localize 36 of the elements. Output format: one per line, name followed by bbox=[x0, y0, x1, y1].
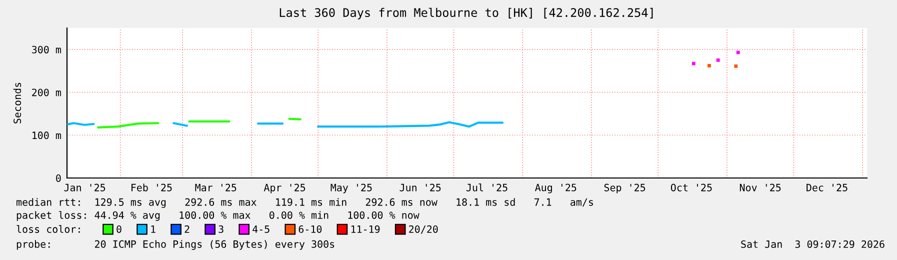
x-tick-label: Aug '25 bbox=[535, 184, 576, 194]
legend-label: 20/20 bbox=[409, 225, 438, 234]
x-tick-label: Mar '25 bbox=[195, 184, 236, 192]
y-tick-label: 200 m bbox=[32, 88, 61, 96]
point bbox=[716, 58, 720, 62]
legend-label: 11-19 bbox=[351, 225, 380, 233]
chart-title: Last 360 Days from Melbourne to [HK] [42.200.162.254] bbox=[280, 8, 653, 20]
legend-label: 2 bbox=[184, 225, 190, 233]
legend-label: 0 bbox=[116, 225, 122, 233]
x-tick-label: Jul '25 bbox=[466, 184, 508, 192]
point bbox=[708, 64, 711, 68]
text: packet loss: 44.94 % avg 100.00 % max 0.00 % min 100.00 % now bbox=[16, 211, 420, 221]
legend-title: loss color: bbox=[16, 225, 80, 233]
y-tick-label: 300 m bbox=[32, 46, 61, 54]
x-tick-label: Sep '25 bbox=[604, 184, 646, 194]
point bbox=[736, 50, 740, 54]
legend-label: 3 bbox=[218, 225, 224, 233]
y-tick-label: 0 bbox=[56, 174, 61, 182]
x-tick-label: Nov '25 bbox=[740, 184, 781, 192]
point bbox=[734, 64, 738, 68]
x-tick-label: Feb '25 bbox=[132, 184, 172, 192]
x-tick-label: Jan '25 bbox=[64, 184, 106, 192]
text: Sat Jan 3 09:07:29 2026 bbox=[741, 240, 884, 248]
y-tick-label: 100 m bbox=[32, 132, 61, 140]
x-tick-label: Oct '25 bbox=[670, 184, 712, 192]
text: probe: 20 ICMP Echo Pings (56 Bytes) every 300s bbox=[16, 240, 334, 250]
legend-label: 4-5 bbox=[252, 225, 270, 233]
legend-label: 6-10 bbox=[298, 225, 322, 233]
text: median rtt: 129.5 ms avg 292.6 ms max 119.1 ms min 292.6 ms now 18.1 ms sd 7.1 am/s bbox=[16, 198, 593, 208]
x-tick-label: Apr '25 bbox=[264, 184, 306, 194]
x-tick-label: Dec '25 bbox=[806, 184, 848, 192]
x-tick-label: May '25 bbox=[330, 184, 372, 194]
y-axis-title: Seconds bbox=[13, 82, 22, 124]
point bbox=[692, 62, 696, 66]
x-tick-label: Jun '25 bbox=[400, 184, 441, 192]
legend-label: 1 bbox=[151, 225, 156, 233]
